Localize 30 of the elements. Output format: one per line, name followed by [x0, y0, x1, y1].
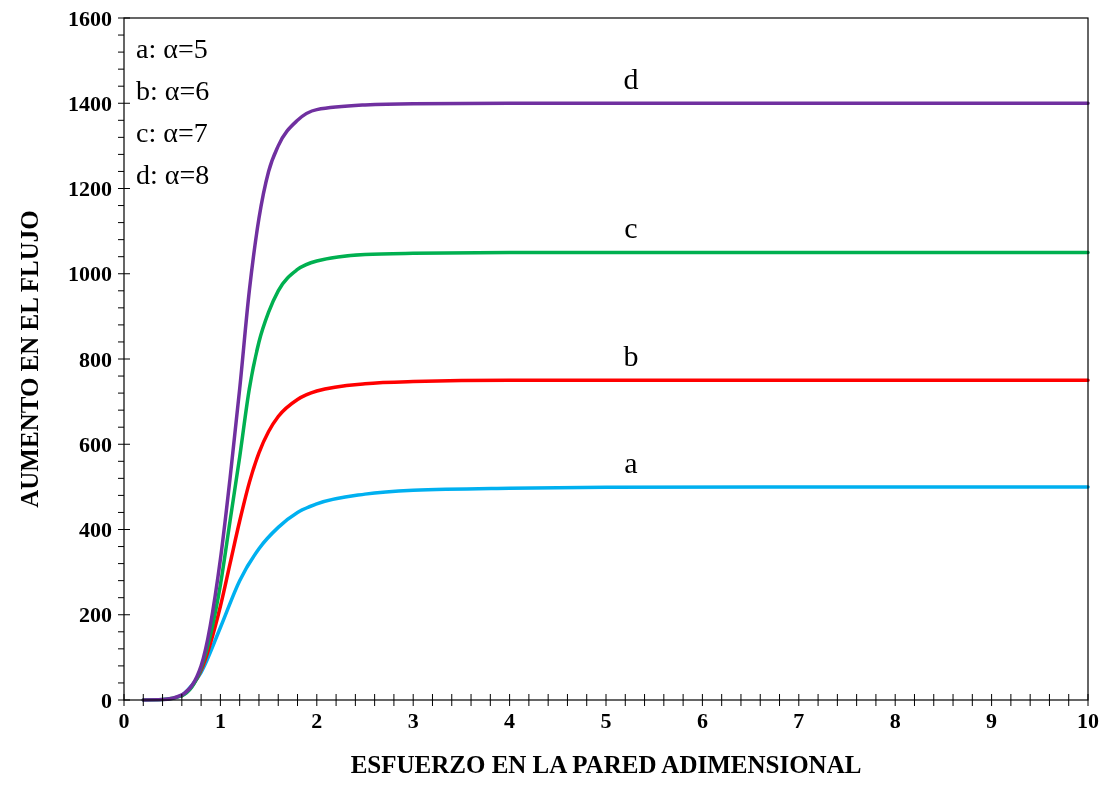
- x-tick-label: 7: [793, 708, 805, 733]
- y-tick-label: 400: [79, 517, 112, 543]
- x-tick-label: 5: [600, 708, 612, 733]
- annotation: a: α=5: [136, 33, 208, 64]
- series-label: a: [624, 445, 638, 479]
- y-axis-title: AUMENTO EN EL FLUJO: [16, 210, 43, 508]
- x-tick-label: 8: [889, 708, 901, 733]
- x-tick-label: 3: [407, 708, 419, 733]
- x-tick-label: 0: [118, 708, 130, 733]
- y-tick-label: 800: [79, 346, 112, 372]
- x-tick-label: 2: [311, 708, 323, 733]
- annotation: b: α=6: [136, 75, 210, 106]
- y-tick-label: 1400: [68, 90, 112, 116]
- series-label: d: [623, 62, 639, 96]
- series-label: c: [624, 211, 638, 245]
- x-tick-label: 4: [504, 708, 516, 733]
- annotation: c: α=7: [136, 117, 208, 148]
- series-label: b: [623, 339, 639, 373]
- x-tick-label: 6: [696, 708, 708, 733]
- y-tick-label: 1600: [68, 5, 112, 31]
- x-axis-title: ESFUERZO EN LA PARED ADIMENSIONAL: [350, 751, 862, 778]
- x-tick-label: 9: [986, 708, 998, 733]
- y-tick-label: 1000: [68, 261, 112, 287]
- y-tick-label: 1200: [68, 176, 112, 202]
- y-tick-label: 200: [79, 602, 112, 628]
- x-tick-label: 1: [214, 708, 226, 733]
- y-tick-label: 0: [101, 687, 112, 713]
- x-tick-label: 10: [1077, 708, 1099, 733]
- y-tick-label: 600: [79, 431, 112, 457]
- annotation: d: α=8: [136, 159, 210, 190]
